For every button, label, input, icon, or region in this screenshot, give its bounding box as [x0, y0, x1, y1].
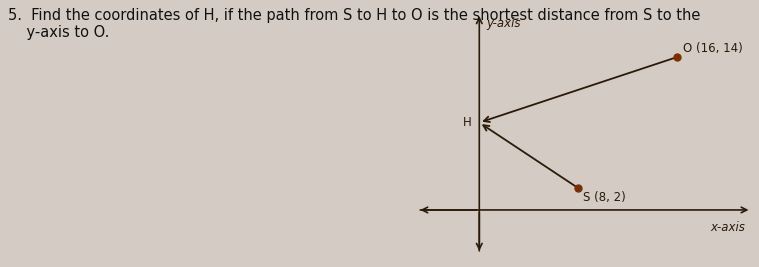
Text: H: H	[463, 116, 472, 129]
Text: x-axis: x-axis	[710, 221, 745, 234]
Text: 5.  Find the coordinates of H, if the path from S to H to O is the shortest dist: 5. Find the coordinates of H, if the pat…	[8, 8, 700, 40]
Text: S (8, 2): S (8, 2)	[583, 191, 626, 205]
Text: O (16, 14): O (16, 14)	[683, 42, 743, 55]
Text: y-axis: y-axis	[487, 17, 521, 30]
